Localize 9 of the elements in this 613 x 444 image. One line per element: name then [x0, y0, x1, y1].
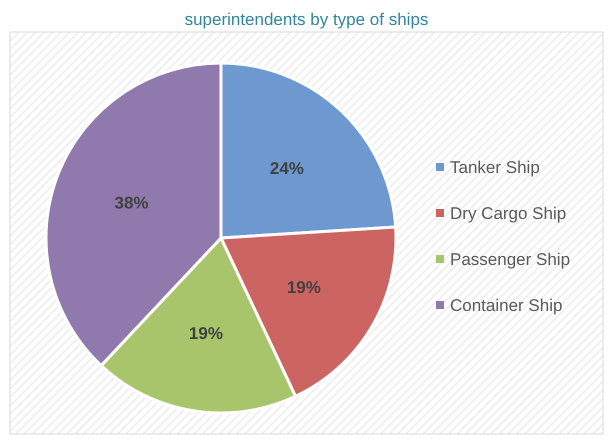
legend-label: Tanker Ship: [450, 158, 540, 177]
legend-label: Dry Cargo Ship: [450, 204, 566, 223]
data-label: 24%: [270, 158, 304, 178]
data-label: 19%: [286, 278, 321, 297]
legend-label: Passenger Ship: [450, 250, 570, 269]
data-label: 19%: [188, 324, 223, 344]
legend-label: Container Ship: [450, 296, 562, 315]
data-label: 38%: [114, 194, 149, 213]
chart-title: superintendents by type of ships: [184, 10, 428, 29]
